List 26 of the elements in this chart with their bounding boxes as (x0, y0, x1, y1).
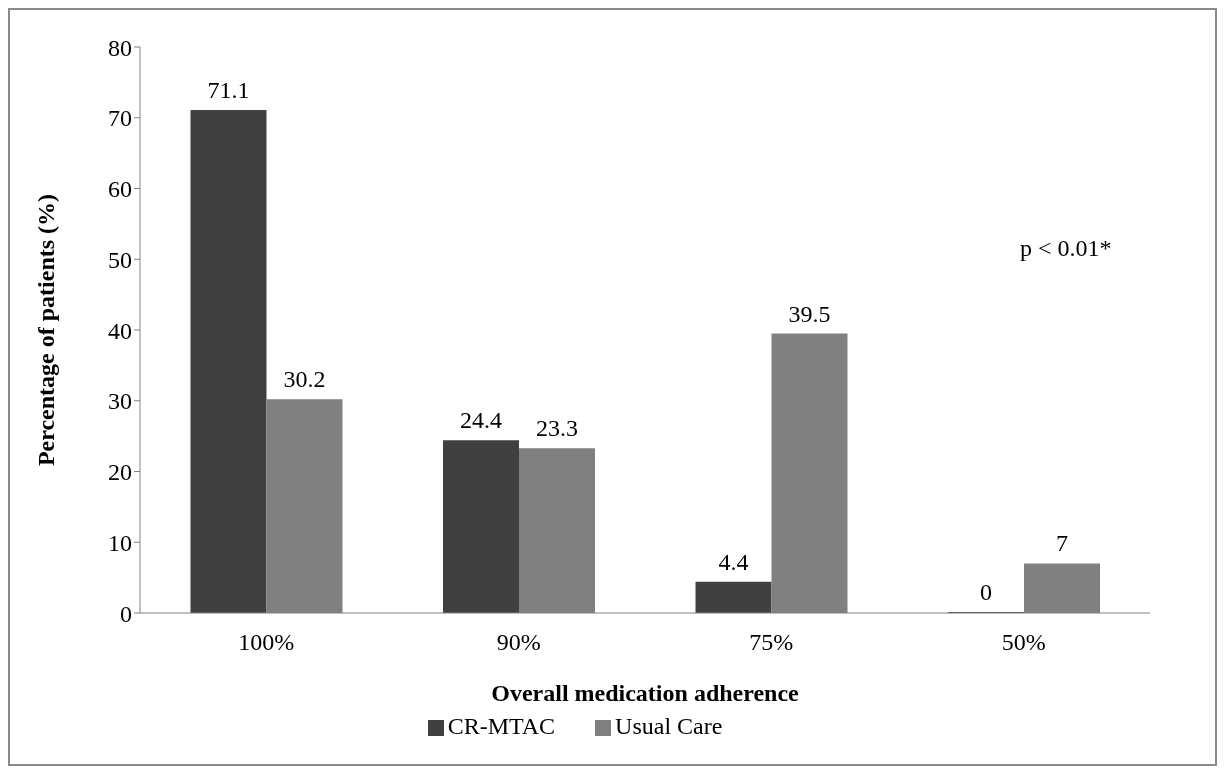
x-tick-label: 100% (238, 629, 295, 656)
data-label: 71.1 (207, 76, 250, 103)
y-tick-label: 10 (108, 529, 132, 556)
data-label: 23.3 (536, 415, 578, 442)
data-label: 4.4 (718, 548, 749, 575)
x-tick-label: 90% (496, 629, 541, 656)
data-label: 7 (1056, 530, 1068, 557)
x-axis-title: Overall medication adherence (491, 680, 800, 706)
legend-label: CR-MTAC (447, 713, 556, 739)
data-label: 39.5 (788, 300, 831, 327)
y-axis-title: Percentage of patients (%) (32, 193, 59, 467)
y-tick-label: 30 (108, 388, 132, 415)
y-tick-label: 0 (120, 600, 132, 627)
data-label: 30.2 (283, 366, 326, 393)
data-label: 0 (980, 579, 992, 605)
y-tick-label: 50 (108, 246, 132, 273)
x-tick-label: 50% (1001, 629, 1046, 656)
y-tick-label: 60 (108, 176, 132, 203)
y-tick-label: 70 (108, 105, 132, 132)
y-tick-label: 40 (108, 317, 132, 344)
data-label: 24.4 (460, 407, 502, 434)
legend-label: Usual Care (615, 713, 723, 739)
y-tick-label: 20 (108, 459, 132, 486)
y-tick-label: 80 (108, 34, 132, 61)
annotation: p < 0.01* (1020, 235, 1112, 262)
x-tick-label: 75% (749, 629, 794, 656)
